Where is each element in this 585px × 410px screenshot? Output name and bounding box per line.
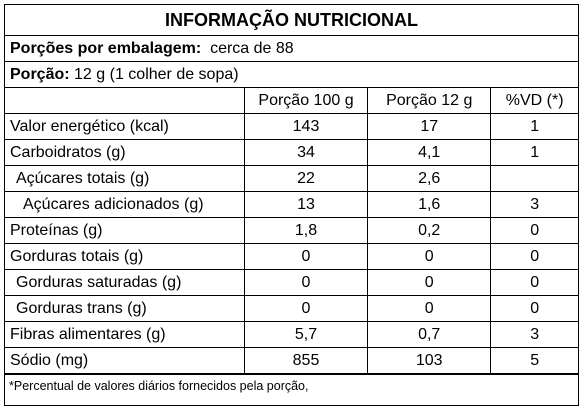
header-portion-100g: Porção 100 g bbox=[243, 88, 369, 114]
value-per-100g: 0 bbox=[243, 269, 369, 296]
value-per-12g: 1,6 bbox=[367, 191, 492, 218]
value-per-100g: 5,7 bbox=[243, 321, 369, 348]
value-per-100g: 13 bbox=[243, 191, 369, 218]
nutrient-name: Carboidratos (g) bbox=[5, 139, 245, 166]
daily-value-percent: 1 bbox=[490, 113, 578, 140]
table-row: Gorduras trans (g) 0 0 0 bbox=[5, 295, 578, 322]
daily-value-percent: 0 bbox=[490, 269, 578, 296]
value-per-12g: 0 bbox=[367, 243, 492, 270]
daily-value-percent: 0 bbox=[490, 243, 578, 270]
nutrient-name: Sódio (mg) bbox=[5, 347, 245, 374]
value-per-12g: 4,1 bbox=[367, 139, 492, 166]
value-per-12g: 0 bbox=[367, 295, 492, 322]
value-per-100g: 34 bbox=[243, 139, 369, 166]
value-per-12g: 0 bbox=[367, 269, 492, 296]
servings-value: cerca de 88 bbox=[210, 40, 294, 57]
table-row: Carboidratos (g) 34 4,1 1 bbox=[5, 139, 578, 166]
footnote: *Percentual de valores diários fornecido… bbox=[5, 374, 578, 397]
table-row: Gorduras totais (g) 0 0 0 bbox=[5, 243, 578, 270]
nutrient-name: Açúcares totais (g) bbox=[5, 165, 245, 192]
daily-value-percent bbox=[490, 165, 578, 192]
table-row: Açúcares totais (g) 22 2,6 bbox=[5, 165, 578, 192]
header-portion-12g: Porção 12 g bbox=[367, 88, 492, 114]
daily-value-percent: 3 bbox=[490, 321, 578, 348]
nutrient-name: Gorduras totais (g) bbox=[5, 243, 245, 270]
value-per-12g: 2,6 bbox=[367, 165, 492, 192]
daily-value-percent: 3 bbox=[490, 191, 578, 218]
nutrient-name: Fibras alimentares (g) bbox=[5, 321, 245, 348]
portion-value: 12 g (1 colher de sopa) bbox=[74, 66, 239, 83]
daily-value-percent: 0 bbox=[490, 217, 578, 244]
portion-label: Porção: bbox=[10, 66, 70, 83]
nutrient-name: Gorduras trans (g) bbox=[5, 295, 245, 322]
header-daily-value: %VD (*) bbox=[490, 88, 578, 114]
table-row: Proteínas (g) 1,8 0,2 0 bbox=[5, 217, 578, 244]
value-per-100g: 855 bbox=[243, 347, 369, 374]
value-per-100g: 0 bbox=[243, 295, 369, 322]
value-per-12g: 103 bbox=[367, 347, 492, 374]
panel-title: INFORMAÇÃO NUTRICIONAL bbox=[5, 5, 578, 36]
value-per-12g: 0,2 bbox=[367, 217, 492, 244]
nutrition-table: Porção 100 g Porção 12 g %VD (*) Valor e… bbox=[5, 88, 578, 374]
table-row: Fibras alimentares (g) 5,7 0,7 3 bbox=[5, 321, 578, 348]
daily-value-percent: 1 bbox=[490, 139, 578, 166]
portion-row: Porção: 12 g (1 colher de sopa) bbox=[5, 62, 578, 88]
value-per-12g: 0,7 bbox=[367, 321, 492, 348]
nutrition-facts-panel: INFORMAÇÃO NUTRICIONAL Porções por embal… bbox=[4, 4, 579, 406]
daily-value-percent: 0 bbox=[490, 295, 578, 322]
header-nutrient bbox=[5, 88, 245, 114]
table-header-row: Porção 100 g Porção 12 g %VD (*) bbox=[5, 88, 578, 114]
table-row: Sódio (mg) 855 103 5 bbox=[5, 347, 578, 374]
nutrient-name: Gorduras saturadas (g) bbox=[5, 269, 245, 296]
value-per-100g: 22 bbox=[243, 165, 369, 192]
daily-value-percent: 5 bbox=[490, 347, 578, 374]
value-per-100g: 143 bbox=[243, 113, 369, 140]
table-row: Açúcares adicionados (g) 13 1,6 3 bbox=[5, 191, 578, 218]
value-per-100g: 1,8 bbox=[243, 217, 369, 244]
nutrient-name: Açúcares adicionados (g) bbox=[5, 191, 245, 218]
servings-label: Porções por embalagem: bbox=[10, 40, 202, 57]
nutrient-name: Proteínas (g) bbox=[5, 217, 245, 244]
value-per-100g: 0 bbox=[243, 243, 369, 270]
nutrient-name: Valor energético (kcal) bbox=[5, 113, 245, 140]
table-row: Gorduras saturadas (g) 0 0 0 bbox=[5, 269, 578, 296]
servings-row: Porções por embalagem: cerca de 88 bbox=[5, 36, 578, 62]
table-row: Valor energético (kcal) 143 17 1 bbox=[5, 113, 578, 140]
value-per-12g: 17 bbox=[367, 113, 492, 140]
